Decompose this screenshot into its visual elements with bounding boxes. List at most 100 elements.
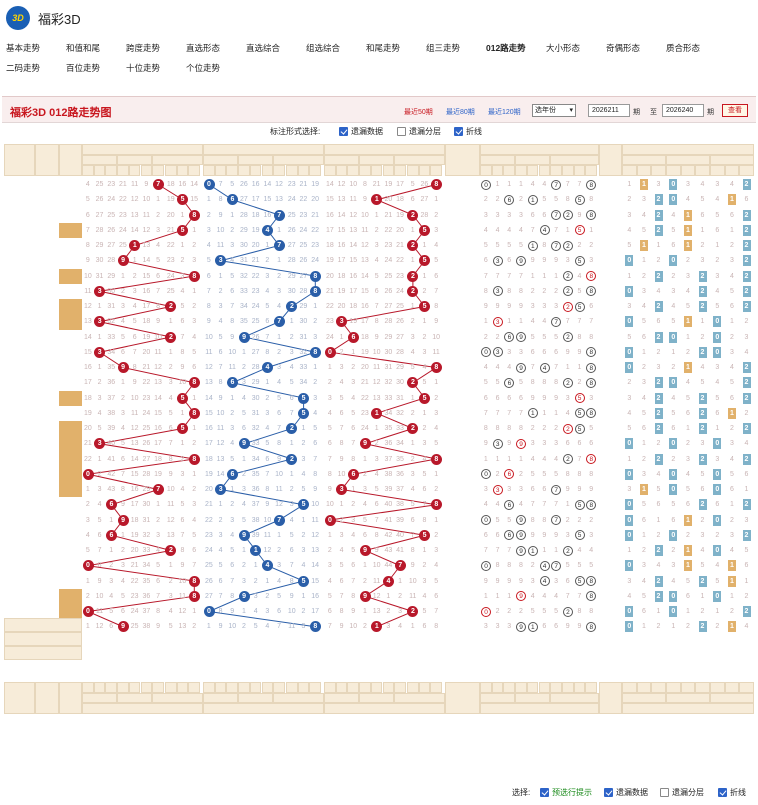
forecast-digit-cell[interactable] [371,632,383,646]
forecast-form-cell[interactable] [651,618,666,632]
forecast-digit-cell[interactable] [336,618,348,632]
forecast-group-cell[interactable] [492,632,504,646]
forecast-digit-cell[interactable] [82,632,94,646]
forecast-digit-cell[interactable] [177,618,189,632]
forecast-group-cell[interactable] [480,646,492,660]
forecast-digit-cell[interactable] [394,632,406,646]
forecast-digit-cell[interactable] [286,618,298,632]
forecast-group-cell[interactable] [562,632,574,646]
forecast-digit-cell[interactable] [347,646,359,660]
forecast-digit-cell[interactable] [419,632,431,646]
forecast-digit-cell[interactable] [262,618,274,632]
missing-data-checkbox[interactable] [339,127,348,136]
forecast-group-cell[interactable] [539,646,551,660]
forecast-group-cell[interactable] [480,632,492,646]
forecast-digit-cell[interactable] [273,646,285,660]
forecast-digit-cell[interactable] [371,646,383,660]
forecast-group-cell[interactable] [550,632,562,646]
forecast-digit-cell[interactable] [152,646,164,660]
forecast-group-cell[interactable] [503,646,515,660]
forecast-form-cell[interactable] [637,618,652,632]
forecast-digit-cell[interactable] [336,646,348,660]
forecast-digit-cell[interactable] [188,646,200,660]
forecast-digit-cell[interactable] [141,618,153,632]
forecast-group-cell[interactable] [574,646,586,660]
forecast-form-cell[interactable] [710,632,725,646]
forecast-group-cell[interactable] [515,632,527,646]
forecast-group-cell[interactable] [550,618,562,632]
forecast-form-cell[interactable] [710,618,725,632]
forecast-digit-cell[interactable] [262,646,274,660]
forecast-digit-cell[interactable] [359,646,371,660]
fucai-logo-icon[interactable]: 3D [6,6,30,30]
forecast-row-label[interactable] [4,646,82,660]
forecast-group-cell[interactable] [527,646,539,660]
forecast-digit-cell[interactable] [430,632,442,646]
year-select[interactable]: 选年份 ▾ [532,104,576,117]
forecast-form-cell[interactable] [739,646,754,660]
forecast-group-cell[interactable] [492,646,504,660]
range-120-link[interactable]: 最近120期 [488,109,521,116]
forecast-digit-cell[interactable] [250,646,262,660]
forecast-digit-cell[interactable] [238,618,250,632]
forecast-row-label[interactable] [4,632,82,646]
forecast-form-cell[interactable] [739,618,754,632]
forecast-form-cell[interactable] [710,646,725,660]
forecast-digit-cell[interactable] [82,618,94,632]
forecast-digit-cell[interactable] [117,646,129,660]
nav-item[interactable]: 十位走势 [126,63,161,73]
forecast-digit-cell[interactable] [141,646,153,660]
forecast-digit-cell[interactable] [250,632,262,646]
forecast-digit-cell[interactable] [105,618,117,632]
forecast-group-cell[interactable] [503,618,515,632]
forecast-digit-cell[interactable] [383,646,395,660]
forecast-digit-cell[interactable] [298,632,310,646]
range-50-link[interactable]: 最近50期 [404,109,433,116]
forecast-group-cell[interactable] [585,646,597,660]
forecast-digit-cell[interactable] [383,632,395,646]
forecast-digit-cell[interactable] [117,618,129,632]
nav-item[interactable]: 组选综合 [306,43,341,53]
forecast-digit-cell[interactable] [188,618,200,632]
forecast-digit-cell[interactable] [359,618,371,632]
forecast-digit-cell[interactable] [215,646,227,660]
nav-item[interactable]: 和尾走势 [366,43,401,53]
forecast-form-cell[interactable] [681,618,696,632]
forecast-digit-cell[interactable] [165,646,177,660]
forecast-digit-cell[interactable] [407,618,419,632]
forecast-digit-cell[interactable] [347,632,359,646]
nav-item[interactable]: 组三走势 [426,43,461,53]
forecast-digit-cell[interactable] [324,646,336,660]
forecast-form-cell[interactable] [651,646,666,660]
forecast-digit-cell[interactable] [94,618,106,632]
forecast-form-cell[interactable] [725,632,740,646]
forecast-digit-cell[interactable] [238,632,250,646]
nav-item[interactable]: 大小形态 [546,43,581,53]
forecast-group-cell[interactable] [492,618,504,632]
forecast-digit-cell[interactable] [383,618,395,632]
forecast-form-cell[interactable] [695,646,710,660]
footer-missing-layer-checkbox[interactable] [660,788,669,797]
forecast-digit-cell[interactable] [226,632,238,646]
forecast-form-cell[interactable] [622,632,637,646]
nav-item[interactable]: 和值和尾 [66,43,101,53]
forecast-digit-cell[interactable] [165,618,177,632]
forecast-digit-cell[interactable] [419,646,431,660]
forecast-digit-cell[interactable] [430,646,442,660]
to-issue-input[interactable]: 2026240 [662,104,704,117]
forecast-group-cell[interactable] [574,632,586,646]
forecast-digit-cell[interactable] [324,618,336,632]
nav-item[interactable]: 基本走势 [6,43,41,53]
forecast-digit-cell[interactable] [419,618,431,632]
nav-item[interactable]: 012路走势 [486,43,526,53]
forecast-digit-cell[interactable] [94,646,106,660]
forecast-digit-cell[interactable] [203,618,215,632]
query-button[interactable]: 查看 [722,104,748,117]
forecast-digit-cell[interactable] [286,646,298,660]
forecast-hint-checkbox[interactable] [540,788,549,797]
forecast-digit-cell[interactable] [407,646,419,660]
forecast-group-cell[interactable] [515,646,527,660]
forecast-row-label[interactable] [4,618,82,632]
forecast-digit-cell[interactable] [105,646,117,660]
footer-missing-data-checkbox[interactable] [604,788,613,797]
